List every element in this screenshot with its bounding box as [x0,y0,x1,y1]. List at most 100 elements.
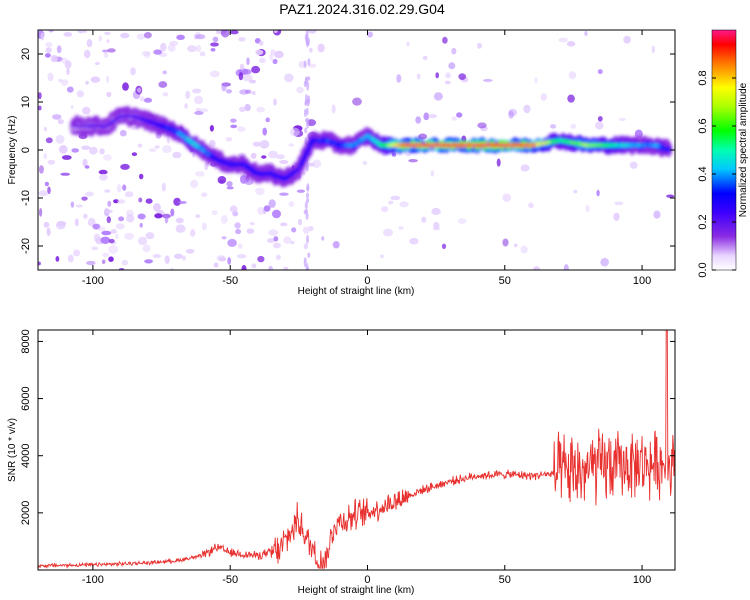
noise-blob [98,35,103,42]
noise-blob [139,222,143,228]
y-tick-label: 8000 [20,329,32,353]
noise-blob [220,30,230,38]
noise-blob [76,90,85,98]
noise-blob [289,127,300,137]
noise-blob [101,230,112,236]
noise-blob [230,118,237,123]
y-tick-label: -20 [20,238,32,254]
noise-blob [92,223,101,230]
noise-blob [288,143,295,147]
noise-blob [100,236,111,244]
noise-blob [74,218,79,227]
noise-blob [259,140,270,149]
noise-blob [284,73,294,83]
noise-blob [38,92,42,100]
noise-blob [184,103,188,109]
spectrogram-y-axis-label: Frequency (Hz) [7,116,18,185]
noise-streak [307,76,311,81]
noise-blob [352,97,362,106]
noise-blob [190,179,199,189]
noise-blob [595,121,604,130]
noise-blob [153,203,161,212]
noise-blob [634,129,643,139]
noise-blob [178,200,187,205]
noise-blob [508,108,518,117]
noise-blob [60,79,69,86]
noise-blob [101,259,106,265]
noise-blob [568,71,577,80]
x-tick-label: -100 [82,275,104,287]
noise-blob [122,184,127,191]
noise-blob [457,218,467,225]
noise-blob [213,262,219,268]
y-tick-label: 20 [20,48,32,60]
noise-blob [269,53,274,61]
noise-blob [566,41,576,47]
noise-blob [458,73,467,80]
noise-blob [199,51,206,57]
noise-blob [98,169,108,175]
noise-blob [170,208,175,217]
noise-blob [332,241,340,249]
noise-blob [227,257,232,265]
noise-blob [296,189,305,193]
noise-blob [195,34,206,40]
noise-blob [619,117,626,122]
noise-blob [254,187,265,196]
noise-streak [304,127,308,134]
noise-blob [70,105,74,109]
noise-blob [584,30,588,36]
noise-blob [613,212,620,221]
noise-blob [194,95,204,105]
noise-blob [166,137,171,144]
noise-blob [257,206,265,215]
noise-blob [194,111,204,115]
noise-blob [534,77,538,84]
y-tick-label: 2000 [20,501,32,525]
noise-blob [244,104,251,112]
noise-blob [121,259,128,266]
noise-blob [162,70,167,75]
noise-blob [540,93,547,101]
noise-blob [145,232,155,240]
y-tick-label: -10 [20,190,32,206]
spectrogram-x-axis-label: Height of straight line (km) [298,286,415,297]
noise-blob [221,82,227,92]
noise-blob [257,255,265,263]
noise-blob [433,92,443,101]
noise-blob [297,218,303,226]
noise-blob [144,51,151,59]
colorbar: 0.0 0.2 0.4 0.6 0.8 Normalized spectral ampl… [697,29,749,278]
noise-blob [390,195,401,201]
noise-blob [597,69,603,75]
noise-blob [448,62,456,70]
noise-blob [124,191,134,198]
noise-blob [431,207,441,216]
ridge-core [667,148,672,152]
noise-blob [138,197,143,203]
noise-blob [237,126,246,132]
noise-blob [152,254,162,258]
noise-streak [305,211,309,220]
noise-blob [137,236,148,246]
noise-blob [251,65,261,74]
noise-blob [86,39,93,48]
noise-blob [104,31,111,36]
noise-blob [221,82,231,87]
noise-blob [164,214,169,224]
snr-series-line [38,330,675,570]
noise-blob [296,86,304,94]
noise-blob [106,216,112,224]
noise-blob [44,181,50,187]
noise-blob [246,228,255,234]
noise-blob [291,227,297,233]
noise-blob [651,45,655,54]
noise-blob [550,124,557,129]
x-tick-label: 100 [633,574,651,586]
ridge-core [307,144,312,148]
noise-blob [249,79,257,84]
noise-blob [43,126,48,132]
noise-blob [430,170,435,177]
snr-y-axis-label: SNR (10 * v/v) [7,418,18,482]
